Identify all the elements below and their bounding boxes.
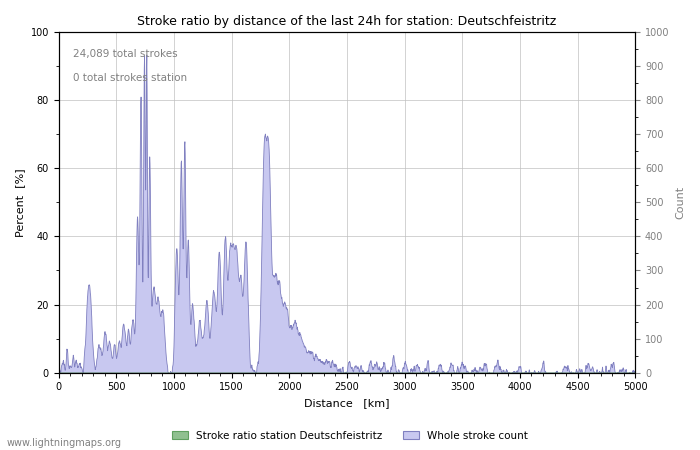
Text: 24,089 total strokes: 24,089 total strokes bbox=[73, 49, 178, 59]
X-axis label: Distance   [km]: Distance [km] bbox=[304, 398, 390, 408]
Text: 0 total strokes station: 0 total strokes station bbox=[73, 73, 187, 83]
Y-axis label: Percent  [%]: Percent [%] bbox=[15, 168, 25, 237]
Legend: Stroke ratio station Deutschfeistritz, Whole stroke count: Stroke ratio station Deutschfeistritz, W… bbox=[168, 427, 532, 445]
Text: www.lightningmaps.org: www.lightningmaps.org bbox=[7, 438, 122, 448]
Y-axis label: Count: Count bbox=[675, 186, 685, 219]
Title: Stroke ratio by distance of the last 24h for station: Deutschfeistritz: Stroke ratio by distance of the last 24h… bbox=[137, 15, 556, 28]
